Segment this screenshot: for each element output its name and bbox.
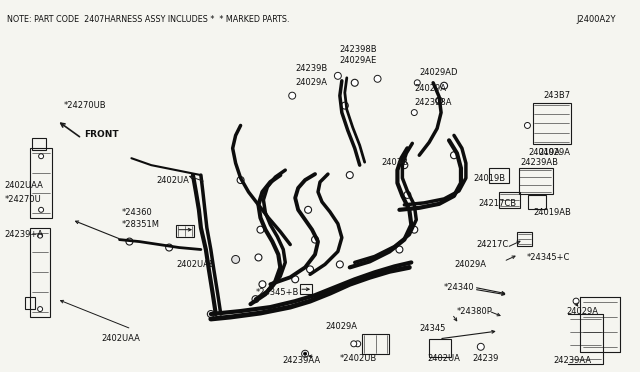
Circle shape [414, 80, 420, 86]
Text: 2402UAA: 2402UAA [102, 334, 141, 343]
Circle shape [255, 254, 262, 261]
Text: 242398A: 242398A [414, 98, 452, 107]
Text: 24239AA: 24239AA [553, 356, 591, 365]
Text: 242398B: 242398B [340, 45, 378, 54]
Text: 2402UA: 2402UA [427, 354, 460, 363]
Text: 24217CB: 24217CB [479, 199, 517, 208]
Text: 24029A: 24029A [538, 148, 570, 157]
Text: 24239AB: 24239AB [520, 158, 559, 167]
Circle shape [301, 350, 308, 357]
Text: *24345+C: *24345+C [527, 253, 570, 262]
Bar [30, 228, 50, 317]
Text: 2402UAB: 2402UAB [176, 260, 215, 269]
Bar [429, 339, 451, 357]
Circle shape [524, 122, 531, 128]
Bar [499, 192, 520, 208]
Circle shape [404, 192, 411, 198]
Bar [516, 232, 532, 246]
Text: 24239AA: 24239AA [282, 356, 321, 365]
Bar [25, 297, 35, 309]
Circle shape [38, 233, 43, 238]
Circle shape [38, 154, 44, 159]
Text: 2407B: 2407B [381, 158, 408, 167]
Circle shape [305, 206, 312, 213]
Text: *24380P: *24380P [457, 307, 493, 315]
Text: *24340: *24340 [444, 283, 475, 292]
Text: 24029A: 24029A [454, 260, 486, 269]
Bar [362, 334, 390, 354]
Text: 24029A: 24029A [566, 307, 598, 315]
Circle shape [440, 82, 447, 89]
Circle shape [396, 246, 403, 253]
Bar [518, 168, 553, 194]
Circle shape [351, 341, 356, 347]
Circle shape [303, 352, 307, 355]
Text: *24270UB: *24270UB [64, 101, 106, 110]
Text: 2402UA: 2402UA [156, 176, 189, 185]
Circle shape [436, 97, 443, 104]
Circle shape [355, 341, 361, 347]
Text: J2400A2Y: J2400A2Y [576, 15, 616, 24]
Bar [32, 138, 46, 150]
Circle shape [38, 207, 44, 212]
Circle shape [341, 102, 348, 109]
Circle shape [374, 76, 381, 82]
Circle shape [312, 236, 319, 243]
Circle shape [337, 261, 343, 268]
Text: 2402UAA: 2402UAA [4, 180, 44, 189]
Circle shape [38, 307, 43, 312]
Circle shape [292, 276, 299, 283]
Text: 24239+A: 24239+A [4, 230, 44, 239]
Circle shape [207, 311, 214, 318]
Bar [489, 168, 509, 183]
Circle shape [257, 226, 264, 233]
Text: 24029A: 24029A [414, 84, 446, 93]
Text: 24029A: 24029A [325, 323, 357, 331]
Text: *2402UB: *2402UB [340, 354, 377, 363]
Text: 24239: 24239 [473, 354, 499, 363]
Text: 243B7: 243B7 [543, 91, 570, 100]
Bar [533, 103, 571, 144]
Text: *24270U: *24270U [4, 195, 41, 204]
Text: NOTE: PART CODE  2407HARNESS ASSY INCLUDES *  * MARKED PARTS.: NOTE: PART CODE 2407HARNESS ASSY INCLUDE… [7, 15, 290, 24]
Text: 24019AB: 24019AB [533, 208, 572, 217]
Circle shape [477, 343, 484, 350]
Circle shape [166, 244, 173, 251]
Circle shape [289, 92, 296, 99]
Circle shape [411, 226, 418, 233]
Text: *24345+B: *24345+B [255, 288, 299, 297]
Circle shape [259, 281, 266, 288]
Circle shape [346, 171, 353, 179]
Text: 24029A: 24029A [295, 78, 327, 87]
Text: *28351M: *28351M [122, 220, 159, 229]
Bar [30, 148, 52, 218]
Circle shape [237, 177, 244, 183]
Text: 24019B: 24019B [474, 174, 506, 183]
Circle shape [573, 298, 579, 304]
Bar [176, 225, 194, 237]
Circle shape [412, 110, 417, 116]
Circle shape [126, 238, 133, 245]
Text: FRONT: FRONT [84, 130, 118, 139]
Bar [300, 284, 312, 294]
Circle shape [401, 162, 408, 169]
Text: 24029AD: 24029AD [419, 68, 458, 77]
Circle shape [307, 266, 314, 273]
Circle shape [334, 73, 341, 79]
Text: 24029AE: 24029AE [340, 57, 377, 65]
Circle shape [232, 256, 239, 263]
Circle shape [252, 296, 259, 303]
Text: 24019A: 24019A [529, 148, 561, 157]
Bar [529, 195, 547, 209]
Circle shape [451, 152, 458, 159]
Text: *24360: *24360 [122, 208, 152, 217]
Circle shape [351, 79, 358, 86]
Text: 24345: 24345 [419, 324, 445, 333]
Text: 24217C: 24217C [477, 240, 509, 249]
Text: 24239B: 24239B [295, 64, 328, 73]
